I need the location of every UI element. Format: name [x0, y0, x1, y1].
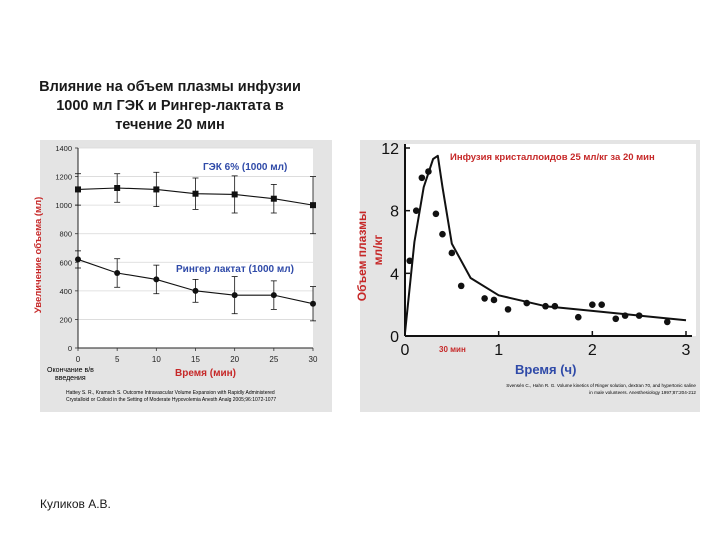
y-tick-label: 8 [390, 204, 399, 221]
author: Куликов А.В. [40, 497, 111, 511]
y-tick-label: 800 [59, 230, 72, 239]
y-tick-label: 1200 [55, 173, 72, 182]
legend-hes: ГЭК 6% (1000 мл) [203, 162, 287, 173]
data-point [589, 301, 596, 308]
ringer-point [310, 300, 316, 307]
data-point [542, 302, 549, 310]
x-axis-title: Время (мин) [175, 368, 236, 379]
y-tick-label: 200 [59, 315, 72, 324]
y-axis-title: Увеличение объема (мл) [33, 197, 44, 314]
fit-curve [404, 154, 687, 334]
ringer-point [270, 292, 277, 299]
title-line: течение 20 мин [115, 117, 225, 133]
x-tick-label: 30 [309, 355, 318, 364]
hes-point [114, 185, 121, 191]
hes-point [75, 186, 81, 193]
data-point [448, 249, 456, 257]
x-tick-label: 5 [115, 355, 120, 364]
infusion-end-note: Окончание в/в [47, 367, 94, 374]
title-line: 1000 мл ГЭК и Рингер-лактата в [56, 98, 284, 114]
data-point [457, 282, 465, 290]
x-tick-label: 20 [230, 355, 239, 364]
data-point [504, 306, 512, 313]
x-tick-label: 2 [588, 342, 597, 359]
y-tick-label: 1000 [55, 201, 72, 210]
ringer-point [114, 270, 121, 276]
citation: Svensén C., Hahn R. G. Volume kinetics o… [506, 383, 696, 388]
y-tick-label: 400 [59, 287, 72, 296]
data-point [490, 296, 498, 304]
data-point [663, 318, 671, 326]
slide-title: Влияние на объем плазмы инфузии 1000 мл … [20, 78, 320, 135]
citation: Crystalloid or Colloid in the Setting of… [66, 397, 276, 403]
y-tick-label: 0 [68, 344, 72, 353]
citation: Hattey S. R., Kramsch S. Outcome Intrava… [66, 390, 275, 396]
data-point [621, 312, 629, 319]
y-tick-label: 1400 [55, 144, 72, 153]
data-point [406, 257, 413, 265]
ringer-point [153, 276, 160, 283]
x-tick-label: 10 [152, 355, 161, 364]
y-axis-title: мл/кг [371, 235, 385, 266]
tick-labels: 0 200 400 600 800 1000 1200 1400 0 5 10 15 20 25 30 [55, 144, 318, 364]
series-layer [404, 154, 687, 334]
thirty-min-annotation: 30 мин [439, 345, 466, 354]
ringer-point [231, 292, 238, 299]
ringer-point [75, 256, 81, 263]
x-axis-title: Время (ч) [515, 362, 576, 377]
data-point [635, 312, 643, 319]
data-point [412, 207, 420, 214]
ringer-point [192, 287, 199, 294]
data-point [523, 299, 531, 307]
data-point [481, 295, 488, 302]
title-line: Влияние на объем плазмы инфузии [39, 79, 301, 95]
x-tick-label: 25 [269, 355, 278, 364]
x-tick-label: 0 [76, 355, 81, 364]
y-tick-label: 600 [59, 258, 72, 267]
hes-point [153, 186, 160, 193]
x-tick-label: 15 [191, 355, 200, 364]
y-tick-label: 4 [390, 266, 399, 283]
legend-ringer: Рингер лактат (1000 мл) [176, 264, 294, 275]
hes-point [192, 190, 199, 197]
hes-point [270, 195, 277, 202]
hes-point [231, 191, 238, 198]
data-point [439, 230, 446, 238]
data-point [598, 301, 605, 308]
citation: in male volunteers. Anesthesiology 1997;… [589, 390, 696, 395]
y-axis-title: Объем плазмы [355, 211, 369, 302]
data-point [432, 210, 440, 218]
chart-title: Инфузия кристаллоидов 25 мл/кг за 20 мин [450, 152, 655, 163]
plot-area [405, 144, 696, 336]
y-tick-label: 12 [381, 141, 399, 158]
data-point [574, 313, 582, 321]
data-point [418, 174, 426, 182]
x-tick-label: 0 [401, 342, 410, 359]
y-tick-label: 0 [390, 329, 399, 346]
data-point [612, 315, 620, 323]
hes-point [310, 202, 316, 209]
data-point [551, 302, 559, 310]
axes [404, 144, 696, 337]
x-tick-label: 3 [682, 342, 691, 359]
series-layer [75, 171, 316, 322]
data-point [425, 168, 432, 175]
infusion-end-note: введения [55, 375, 86, 382]
x-tick-label: 1 [494, 342, 503, 359]
